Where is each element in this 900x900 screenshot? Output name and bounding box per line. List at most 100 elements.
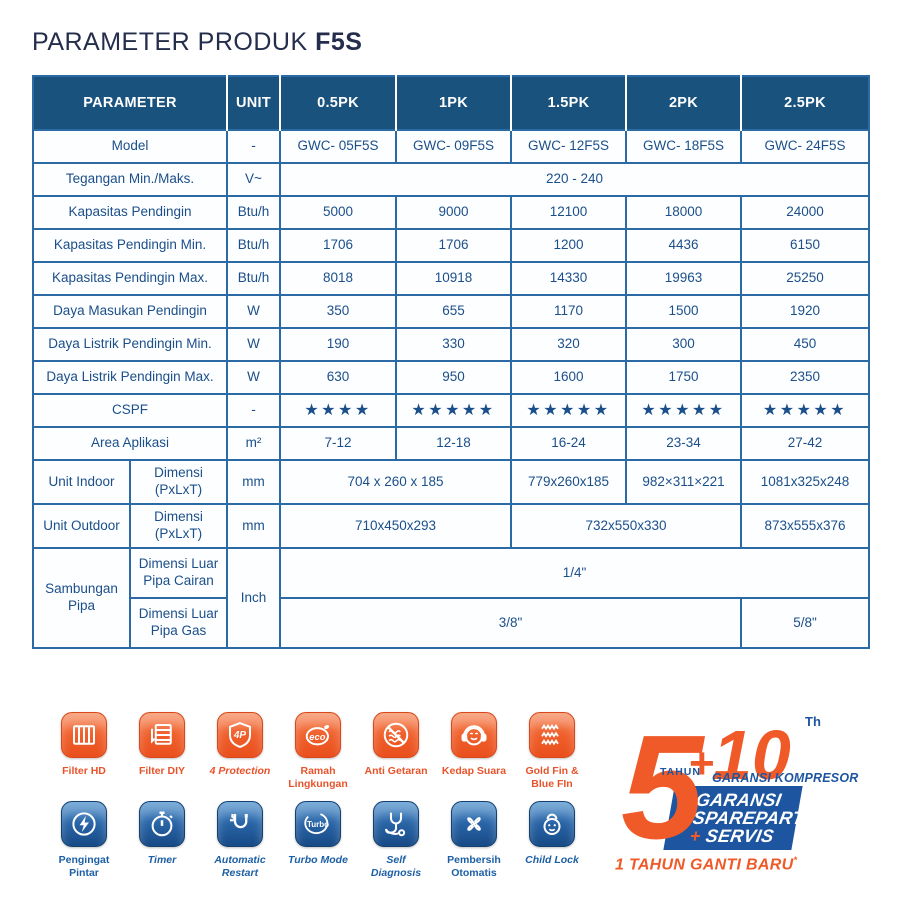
spec-cell: 2350: [740, 360, 870, 395]
table-row-unit-outdoor: Unit Outdoor Dimensi (PxLxT) mm 710x450x…: [32, 503, 870, 549]
warranty-tahun-label: TAHUN: [660, 766, 701, 778]
spec-cell: 1920: [740, 294, 870, 329]
warranty-box-line3: + SERVIS: [688, 826, 776, 846]
spec-cell: 1600: [510, 360, 627, 395]
unit-cell: Btu/h: [226, 261, 281, 296]
spec-cell: 710x450x293: [279, 503, 512, 549]
spec-cell: 3/8": [279, 597, 742, 649]
column-header-2pk: 2PK: [626, 76, 742, 130]
star-rating: ★★★★★: [510, 393, 627, 428]
unit-cell: V~: [226, 162, 281, 197]
spec-cell: 300: [625, 327, 742, 362]
column-header-25pk: 2.5PK: [741, 76, 869, 130]
feature-row-1: Filter HD Filter DIY 4P 4 Protection: [48, 712, 588, 791]
warranty-10-years: 10: [713, 716, 791, 794]
feature-automatic-restart: Automatic Restart: [204, 801, 276, 880]
column-header-15pk: 1.5PK: [511, 76, 627, 130]
column-header-1pk: 1PK: [396, 76, 512, 130]
table-row: Model - GWC- 05F5S GWC- 09F5S GWC- 12F5S…: [32, 129, 870, 164]
page-title-prefix: PARAMETER PRODUK: [32, 28, 308, 56]
star-rating: ★★★★: [279, 393, 397, 428]
spec-cell: 16-24: [510, 426, 627, 461]
spec-cell: GWC- 09F5S: [395, 129, 512, 164]
feature-ramah-lingkungan: eco Ramah Lingkungan: [282, 712, 354, 791]
spec-cell: 12-18: [395, 426, 512, 461]
spec-cell: 350: [279, 294, 397, 329]
spec-cell: 7-12: [279, 426, 397, 461]
warranty-footnote: 1 TAHUN GANTI BARU*: [615, 855, 798, 874]
column-header-05pk: 0.5PK: [280, 76, 397, 130]
svg-text:4P: 4P: [233, 730, 247, 741]
spec-cell: 1170: [510, 294, 627, 329]
star-rating: ★★★★★: [740, 393, 870, 428]
row-label: CSPF: [32, 393, 228, 428]
spec-table: PARAMETER UNIT 0.5PK 1PK 1.5PK 2PK 2.5PK…: [32, 75, 870, 649]
spec-cell: 25250: [740, 261, 870, 296]
spec-cell: 1/4": [279, 547, 870, 599]
row-label: Unit Outdoor: [32, 503, 131, 549]
row-label: Daya Masukan Pendingin: [32, 294, 228, 329]
star-rating: ★★★★★: [625, 393, 742, 428]
spec-cell: 190: [279, 327, 397, 362]
spec-cell: 450: [740, 327, 870, 362]
auto-clean-icon: [451, 801, 497, 848]
spec-cell: 19963: [625, 261, 742, 296]
spec-cell: 779x260x185: [510, 459, 627, 505]
feature-grid: Filter HD Filter DIY 4P 4 Protection: [48, 712, 588, 891]
gold-blue-fin-icon: [529, 712, 575, 758]
4-protection-icon: 4P: [217, 712, 263, 758]
unit-cell: W: [226, 294, 281, 329]
column-header-unit: UNIT: [227, 76, 281, 130]
feature-gold-blue-fin: Gold Fin & Blue FIn: [516, 712, 588, 791]
table-row: Daya Masukan Pendingin W 350 655 1170 15…: [32, 294, 870, 329]
feature-turbo-mode: Turbo Turbo Mode: [282, 801, 354, 880]
star-rating: ★★★★★: [395, 393, 512, 428]
unit-cell: m²: [226, 426, 281, 461]
spec-cell: 18000: [625, 195, 742, 230]
feature-anti-getaran: Anti Getaran: [360, 712, 432, 791]
anti-vibration-icon: [373, 712, 419, 758]
spec-cell: GWC- 05F5S: [279, 129, 397, 164]
spec-cell: 14330: [510, 261, 627, 296]
row-label: Unit Indoor: [32, 459, 131, 505]
spec-cell: 330: [395, 327, 512, 362]
warranty-badge: GARANSI SPAREPART + SERVIS 5 TAHUN + 10 …: [613, 712, 889, 880]
svg-text:eco: eco: [309, 732, 325, 742]
warranty-plus-sign: +: [689, 739, 715, 788]
feature-pembersih-otomatis: Pembersih Otomatis: [438, 801, 510, 880]
row-label: Kapasitas Pendingin Max.: [32, 261, 228, 296]
row-sublabel: Dimensi Luar Pipa Gas: [129, 597, 228, 649]
spec-cell: 1706: [395, 228, 512, 263]
warranty-box-line1: GARANSI: [694, 790, 784, 810]
child-lock-icon: [529, 801, 575, 848]
row-label: Daya Listrik Pendingin Max.: [32, 360, 228, 395]
spec-cell: 5/8": [740, 597, 870, 649]
spec-cell: 8018: [279, 261, 397, 296]
feature-kedap-suara: Kedap Suara: [438, 712, 510, 791]
spec-cell: 630: [279, 360, 397, 395]
unit-cell: mm: [226, 503, 281, 549]
warranty-kompresor-label: GARANSI KOMPRESOR: [712, 771, 859, 785]
table-row: Tegangan Min./Maks. V~ 220 - 240: [32, 162, 870, 197]
svg-text:Turbo: Turbo: [307, 820, 329, 829]
feature-4-protection: 4P 4 Protection: [204, 712, 276, 791]
warranty-box-line2: SPAREPART: [691, 808, 806, 828]
table-row-pipa-cairan: Sambungan Pipa Dimensi Luar Pipa Cairan …: [32, 547, 870, 649]
spec-cell: 1200: [510, 228, 627, 263]
self-diagnosis-icon: [373, 801, 419, 848]
spec-cell: 10918: [395, 261, 512, 296]
spec-cell: 4436: [625, 228, 742, 263]
spec-cell: 873x555x376: [740, 503, 870, 549]
table-row: Kapasitas Pendingin Min. Btu/h 1706 1706…: [32, 228, 870, 263]
spec-cell: 704 x 260 x 185: [279, 459, 512, 505]
row-label: Kapasitas Pendingin: [32, 195, 228, 230]
eco-icon: eco: [295, 712, 341, 758]
table-row-unit-indoor: Unit Indoor Dimensi (PxLxT) mm 704 x 260…: [32, 459, 870, 505]
spec-cell: 982×311×221: [625, 459, 742, 505]
feature-timer: Timer: [126, 801, 198, 880]
unit-cell: mm: [226, 459, 281, 505]
spec-cell: 23-34: [625, 426, 742, 461]
row-sublabel: Dimensi Luar Pipa Cairan: [129, 547, 228, 599]
unit-cell: W: [226, 327, 281, 362]
